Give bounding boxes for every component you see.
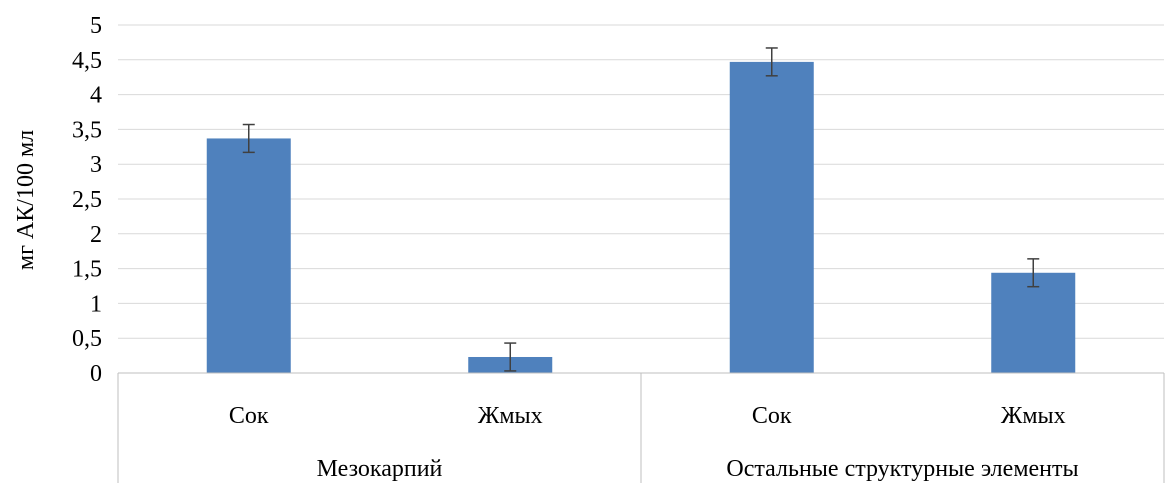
y-tick-label: 2,5: [72, 187, 102, 213]
category-labels: Сок Жмых Сок Жмых: [229, 403, 1066, 429]
y-axis-ticks: 0 0,5 1 1,5 2 2,5 3 3,5 4 4,5 5: [72, 13, 102, 387]
x-axis: [117, 372, 1165, 483]
y-tick-label: 4,5: [72, 48, 102, 74]
group-label: Мезокарпий: [317, 456, 443, 482]
group-label: Остальные структурные элементы: [726, 456, 1078, 482]
y-tick-label: 3: [90, 152, 102, 178]
y-tick-label: 4: [90, 83, 102, 109]
bars: [206, 61, 1076, 373]
bar: [206, 138, 291, 373]
y-tick-label: 0: [90, 361, 102, 387]
y-tick-label: 3,5: [72, 117, 102, 143]
bar: [729, 61, 814, 373]
group-labels: Мезокарпий Остальные структурные элементы: [317, 456, 1079, 482]
error-bars: [242, 47, 1040, 372]
bar: [991, 272, 1076, 373]
category-label: Сок: [229, 403, 269, 429]
category-label: Жмых: [478, 403, 543, 429]
y-tick-label: 5: [90, 13, 102, 39]
y-tick-label: 1: [90, 291, 102, 317]
y-tick-label: 0,5: [72, 326, 102, 352]
y-axis-label: мг АК/100 мл: [13, 130, 39, 270]
category-label: Сок: [752, 403, 792, 429]
y-tick-label: 1,5: [72, 257, 102, 283]
category-label: Жмых: [1001, 403, 1066, 429]
gridlines: [118, 24, 1164, 339]
y-tick-label: 2: [90, 222, 102, 248]
